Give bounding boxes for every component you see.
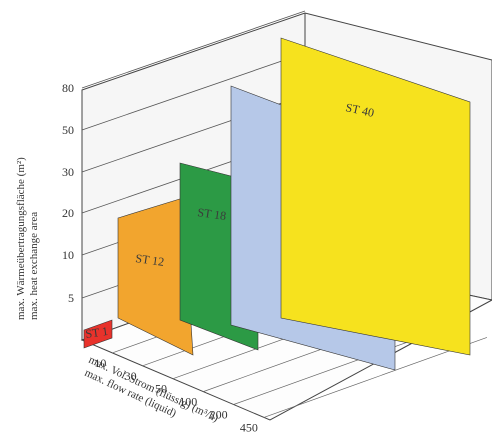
y-tick-label: 5 bbox=[68, 291, 74, 305]
y-tick-label: 50 bbox=[62, 123, 74, 137]
bar-label: ST 12 bbox=[135, 251, 165, 269]
x-tick-label: 10 bbox=[94, 356, 106, 370]
y-tick-label: 30 bbox=[62, 165, 74, 179]
bar-label: ST 40 bbox=[344, 100, 375, 120]
x-tick-label: 100 bbox=[179, 395, 197, 409]
bar-panel-st-1 bbox=[83, 319, 113, 349]
x-tick-label: 30 bbox=[125, 369, 137, 383]
x-tick-labels: 10 30 50 100 200 450 bbox=[94, 356, 258, 435]
bar-panel-st-40 bbox=[280, 37, 471, 356]
y-axis-label-de: max. Wärmeübertragungsfläche (m²) bbox=[15, 157, 27, 320]
y-tick-label: 10 bbox=[62, 248, 74, 262]
y-tick-labels: 5 10 20 30 50 80 bbox=[62, 81, 74, 305]
x-tick-label: 200 bbox=[210, 408, 228, 422]
y-tick-label: 20 bbox=[62, 206, 74, 220]
x-tick-label: 450 bbox=[240, 420, 258, 434]
x-tick-label: 50 bbox=[155, 382, 167, 396]
y-grid-line bbox=[81, 10, 306, 89]
y-tick-label: 80 bbox=[62, 81, 74, 95]
bar-label: ST 18 bbox=[197, 205, 227, 223]
y-grid-line bbox=[81, 52, 306, 131]
bar-label: ST 1 bbox=[84, 324, 109, 341]
bar-panel-st-12 bbox=[117, 197, 194, 356]
y-axis-label-en: max. heat exchange area bbox=[28, 212, 40, 320]
